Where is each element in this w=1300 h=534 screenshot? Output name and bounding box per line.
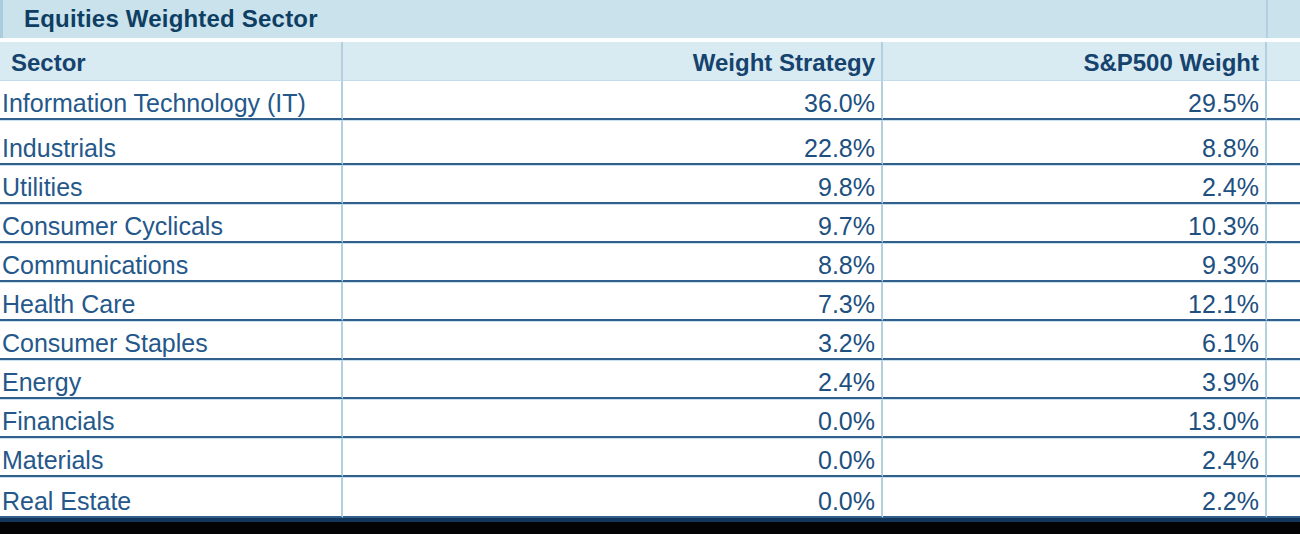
table-row: Utilities 9.8% 2.4% (0, 165, 1300, 204)
table-row: Health Care 7.3% 12.1% (0, 282, 1300, 321)
sp500-weight-cell: 9.3% (883, 243, 1267, 282)
sector-cell: Real Estate (0, 477, 343, 518)
weight-strategy-cell: 9.8% (343, 165, 883, 204)
table-row: Consumer Cyclicals 9.7% 10.3% (0, 204, 1300, 243)
sector-cell: Materials (0, 438, 343, 477)
letterbox-bar (0, 522, 1300, 534)
table-row: Industrials 22.8% 8.8% (0, 120, 1300, 165)
weight-strategy-cell: 36.0% (343, 81, 883, 120)
spacer-cell (1267, 360, 1300, 399)
title-column-divider (1266, 0, 1268, 38)
spacer-cell (1267, 438, 1300, 477)
table-row: Real Estate 0.0% 2.2% (0, 477, 1300, 518)
sector-weights-report: Equities Weighted Sector Sector Weight S… (0, 0, 1300, 534)
sector-cell: Health Care (0, 282, 343, 321)
weight-strategy-cell: 0.0% (343, 477, 883, 518)
weight-strategy-cell: 0.0% (343, 399, 883, 438)
spacer-cell (1267, 204, 1300, 243)
sp500-weight-cell: 3.9% (883, 360, 1267, 399)
sp500-weight-cell: 2.4% (883, 438, 1267, 477)
spacer-cell (1267, 477, 1300, 518)
sector-cell: Energy (0, 360, 343, 399)
sector-cell: Information Technology (IT) (0, 81, 343, 120)
table-title-bar: Equities Weighted Sector (0, 0, 1300, 38)
weight-strategy-cell: 3.2% (343, 321, 883, 360)
column-header-sp500-weight: S&P500 Weight (883, 42, 1267, 81)
sp500-weight-cell: 2.4% (883, 165, 1267, 204)
sector-cell: Industrials (0, 120, 343, 165)
sp500-weight-cell: 6.1% (883, 321, 1267, 360)
spacer-cell (1267, 321, 1300, 360)
table-row: Financials 0.0% 13.0% (0, 399, 1300, 438)
weight-strategy-cell: 22.8% (343, 120, 883, 165)
spacer-cell (1267, 243, 1300, 282)
header-spacer-cell (1267, 42, 1300, 81)
sector-cell: Consumer Cyclicals (0, 204, 343, 243)
sector-cell: Consumer Staples (0, 321, 343, 360)
weight-strategy-cell: 7.3% (343, 282, 883, 321)
spacer-cell (1267, 282, 1300, 321)
sector-cell: Financials (0, 399, 343, 438)
sp500-weight-cell: 2.2% (883, 477, 1267, 518)
table-row: Information Technology (IT) 36.0% 29.5% (0, 81, 1300, 120)
weight-strategy-cell: 2.4% (343, 360, 883, 399)
sp500-weight-cell: 10.3% (883, 204, 1267, 243)
column-header-weight-strategy: Weight Strategy (343, 42, 883, 81)
table-row: Materials 0.0% 2.4% (0, 438, 1300, 477)
sector-cell: Utilities (0, 165, 343, 204)
weight-strategy-cell: 0.0% (343, 438, 883, 477)
sp500-weight-cell: 29.5% (883, 81, 1267, 120)
sp500-weight-cell: 13.0% (883, 399, 1267, 438)
sp500-weight-cell: 12.1% (883, 282, 1267, 321)
table-row: Communications 8.8% 9.3% (0, 243, 1300, 282)
weight-strategy-cell: 9.7% (343, 204, 883, 243)
spacer-cell (1267, 120, 1300, 165)
sector-weights-table: Sector Weight Strategy S&P500 Weight Inf… (0, 42, 1300, 518)
table-row: Energy 2.4% 3.9% (0, 360, 1300, 399)
table-row: Consumer Staples 3.2% 6.1% (0, 321, 1300, 360)
spacer-cell (1267, 165, 1300, 204)
sp500-weight-cell: 8.8% (883, 120, 1267, 165)
weight-strategy-cell: 8.8% (343, 243, 883, 282)
column-header-sector: Sector (0, 42, 343, 81)
spacer-cell (1267, 399, 1300, 438)
header-row: Sector Weight Strategy S&P500 Weight (0, 42, 1300, 81)
table-title: Equities Weighted Sector (24, 5, 318, 33)
spacer-cell (1267, 81, 1300, 120)
sector-cell: Communications (0, 243, 343, 282)
